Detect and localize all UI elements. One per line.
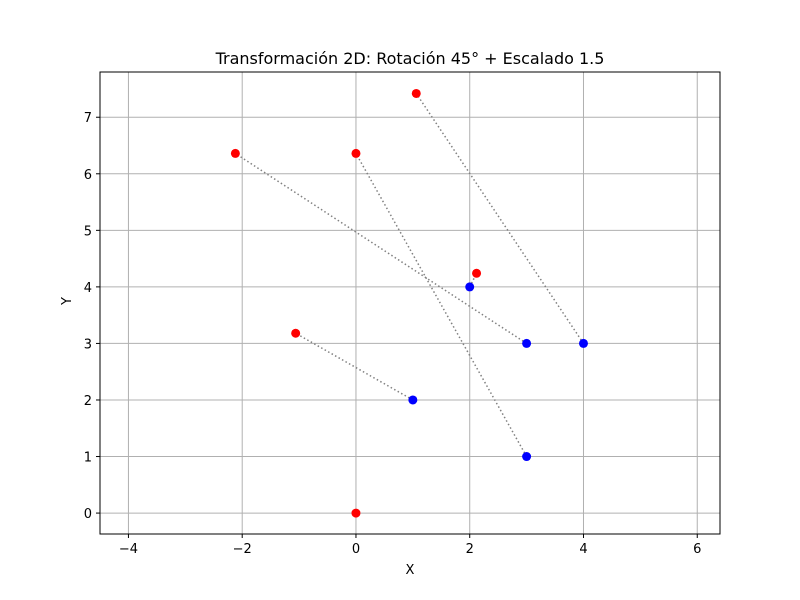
x-axis-label: X [406,563,415,578]
y-ticks: 0 1 2 3 4 5 6 7 [84,111,100,522]
x-ticks: −4 −2 0 2 4 6 [119,534,701,557]
transformed-point [351,508,361,518]
y-tick-label: 1 [84,451,92,466]
y-tick-label: 2 [84,394,92,409]
transformed-point [411,88,421,98]
x-tick-label: 4 [579,542,587,557]
x-tick-label: 2 [466,542,474,557]
transformed-point [351,148,361,158]
x-tick-label: −4 [119,542,138,557]
y-tick-label: 5 [84,224,92,239]
chart-title: Transformación 2D: Rotación 45° + Escala… [215,49,605,68]
original-point [465,282,475,292]
original-point [578,338,588,348]
y-tick-label: 3 [84,337,92,352]
original-point [522,338,532,348]
x-tick-label: 6 [693,542,701,557]
data-points [230,88,588,518]
y-axis-label: Y [60,297,75,306]
transformed-point [291,328,301,338]
connector-line [295,332,414,401]
original-point [408,395,418,405]
y-tick-label: 6 [84,168,92,183]
y-tick-label: 7 [84,111,92,126]
y-tick-label: 0 [84,507,92,522]
plot-frame [99,71,721,535]
x-tick-label: −2 [233,542,252,557]
original-point [522,452,532,462]
x-tick-label: 0 [352,542,360,557]
grid-lines [100,72,720,534]
transformed-point [230,148,240,158]
y-tick-label: 4 [84,281,92,296]
transformed-point [472,268,482,278]
